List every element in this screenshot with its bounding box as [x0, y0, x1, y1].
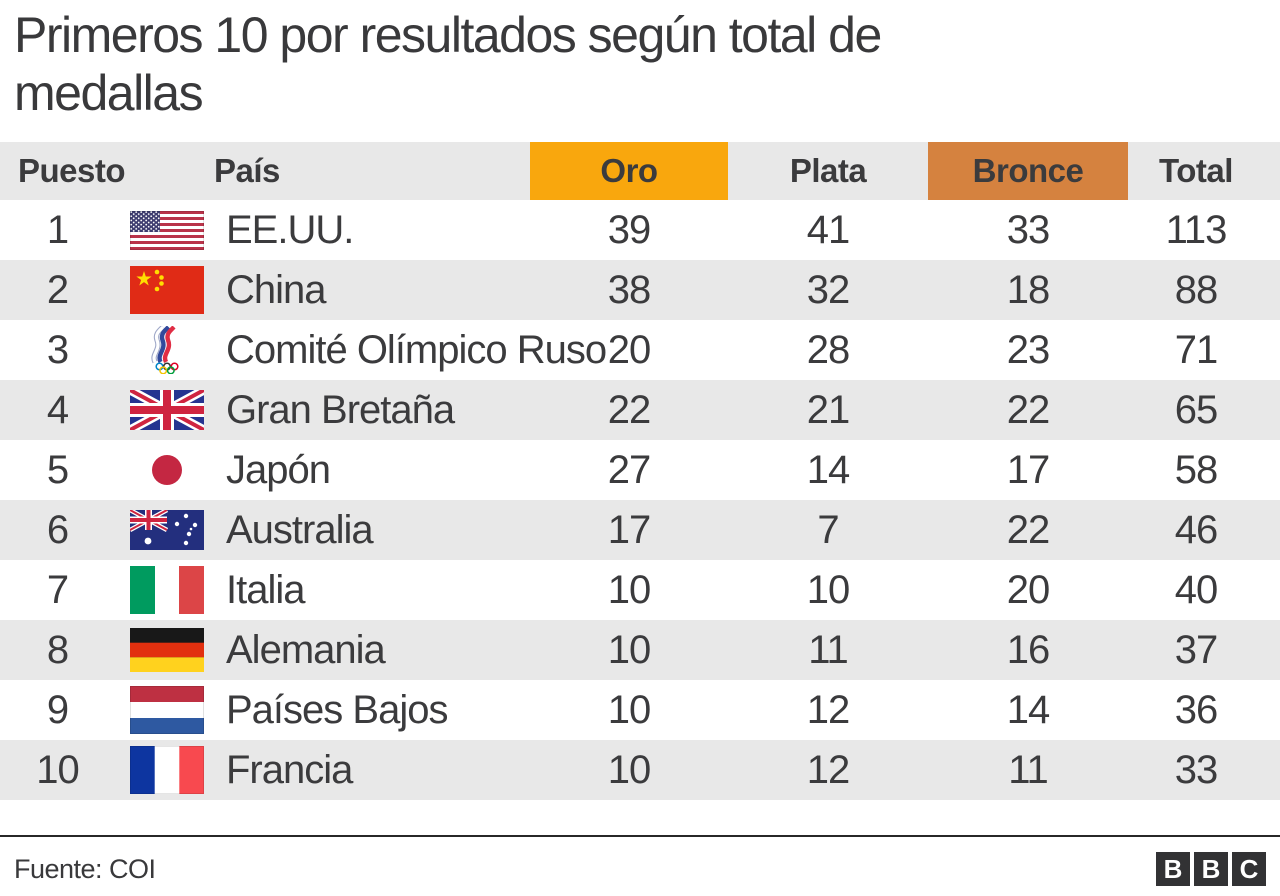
gold-cell: 27: [607, 447, 652, 492]
gold-cell: 10: [607, 627, 652, 672]
bbc-logo: B B C: [1156, 852, 1266, 886]
page-title: Primeros 10 por resultados según total d…: [14, 6, 1220, 122]
gold-cell: 38: [607, 267, 652, 312]
gold-cell: 10: [607, 747, 652, 792]
china-flag-icon: [130, 266, 204, 314]
silver-cell: 10: [806, 567, 851, 612]
country-cell: Comité Olímpico Ruso: [226, 327, 607, 372]
roc-olympic-committee-icon: [151, 326, 179, 374]
bronze-cell: 33: [1006, 207, 1051, 252]
header-bronze: Bronce: [928, 142, 1128, 200]
australia-flag-icon: [130, 510, 204, 550]
table-row: 5 Japón 27 14 17 58: [0, 440, 1280, 500]
rank-cell: 1: [46, 207, 69, 252]
table-row: 10 Francia 10 12 11 33: [0, 740, 1280, 800]
header-rank: Puesto: [18, 152, 126, 189]
country-cell: Francia: [226, 747, 353, 792]
germany-flag-icon: [130, 628, 204, 672]
page-title-line1: Primeros 10 por resultados según total d…: [14, 7, 882, 63]
rank-cell: 5: [46, 447, 69, 492]
silver-cell: 12: [806, 747, 851, 792]
rank-cell: 3: [46, 327, 69, 372]
netherlands-flag-icon: [130, 686, 204, 734]
header-total: Total: [1159, 152, 1233, 189]
total-cell: 46: [1174, 507, 1219, 552]
total-cell: 113: [1165, 207, 1228, 252]
total-cell: 58: [1174, 447, 1219, 492]
country-cell: Alemania: [226, 627, 386, 672]
gold-cell: 10: [607, 567, 652, 612]
total-cell: 33: [1174, 747, 1219, 792]
bronze-cell: 20: [1006, 567, 1051, 612]
silver-cell: 11: [808, 627, 849, 672]
total-cell: 37: [1174, 627, 1219, 672]
rank-cell: 10: [36, 747, 80, 792]
bbc-logo-block: C: [1232, 852, 1266, 886]
total-cell: 88: [1174, 267, 1219, 312]
silver-cell: 21: [806, 387, 851, 432]
header-gold: Oro: [530, 142, 728, 200]
silver-cell: 28: [806, 327, 851, 372]
gold-cell: 10: [607, 687, 652, 732]
country-cell: Países Bajos: [226, 687, 448, 732]
bronze-cell: 22: [1006, 387, 1051, 432]
gold-cell: 39: [607, 207, 652, 252]
total-cell: 36: [1174, 687, 1219, 732]
page-title-line2: medallas: [14, 65, 204, 121]
rank-cell: 6: [46, 507, 69, 552]
country-cell: EE.UU.: [226, 207, 354, 252]
japan-flag-icon: [130, 446, 204, 494]
bronze-cell: 22: [1006, 507, 1051, 552]
table-row: 8 Alemania 10 11 16 37: [0, 620, 1280, 680]
bbc-logo-block: B: [1194, 852, 1228, 886]
footer-divider: [0, 835, 1280, 837]
header-flag-spacer: [115, 142, 210, 200]
country-cell: China: [226, 267, 327, 312]
total-cell: 40: [1174, 567, 1219, 612]
header-country: País: [214, 152, 280, 189]
medal-table: Puesto País Oro Plata Bronce Total 1: [0, 142, 1280, 800]
country-cell: Gran Bretaña: [226, 387, 455, 432]
uk-flag-icon: [130, 390, 204, 430]
rank-cell: 8: [46, 627, 69, 672]
table-row: 2 China 38 32 18 88: [0, 260, 1280, 320]
source-label: Fuente: COI: [14, 854, 156, 884]
country-cell: Japón: [226, 447, 331, 492]
country-cell: Australia: [226, 507, 374, 552]
silver-cell: 12: [806, 687, 851, 732]
silver-cell: 14: [806, 447, 851, 492]
bronze-cell: 14: [1006, 687, 1051, 732]
usa-flag-icon: [130, 210, 204, 250]
bronze-cell: 23: [1006, 327, 1051, 372]
silver-cell: 32: [806, 267, 851, 312]
italy-flag-icon: [130, 566, 204, 614]
table-header-row: Puesto País Oro Plata Bronce Total: [0, 142, 1280, 200]
table-row: 4 Gran Bretaña 22 21 22 65: [0, 380, 1280, 440]
total-cell: 65: [1174, 387, 1219, 432]
rank-cell: 2: [46, 267, 69, 312]
bronze-cell: 11: [1008, 747, 1049, 792]
bronze-cell: 16: [1006, 627, 1051, 672]
table-row: 1 EE.UU. 39 41 33 113: [0, 200, 1280, 260]
header-silver: Plata: [789, 152, 867, 189]
table-row: 9 Países Bajos 10 12 14 36: [0, 680, 1280, 740]
country-cell: Italia: [226, 567, 306, 612]
rank-cell: 9: [46, 687, 69, 732]
gold-cell: 20: [607, 327, 652, 372]
rank-cell: 4: [46, 387, 69, 432]
silver-cell: 7: [817, 507, 839, 552]
gold-cell: 22: [607, 387, 652, 432]
table-row: 3 Comité Olímpico Ruso 20 28 23 71: [0, 320, 1280, 380]
silver-cell: 41: [806, 207, 851, 252]
bronze-cell: 17: [1006, 447, 1051, 492]
rank-cell: 7: [46, 567, 69, 612]
table-row: 7 Italia 10 10 20 40: [0, 560, 1280, 620]
bronze-cell: 18: [1006, 267, 1051, 312]
table-row: 6: [0, 500, 1280, 560]
bbc-logo-block: B: [1156, 852, 1190, 886]
france-flag-icon: [130, 746, 204, 794]
total-cell: 71: [1174, 327, 1219, 372]
gold-cell: 17: [607, 507, 652, 552]
